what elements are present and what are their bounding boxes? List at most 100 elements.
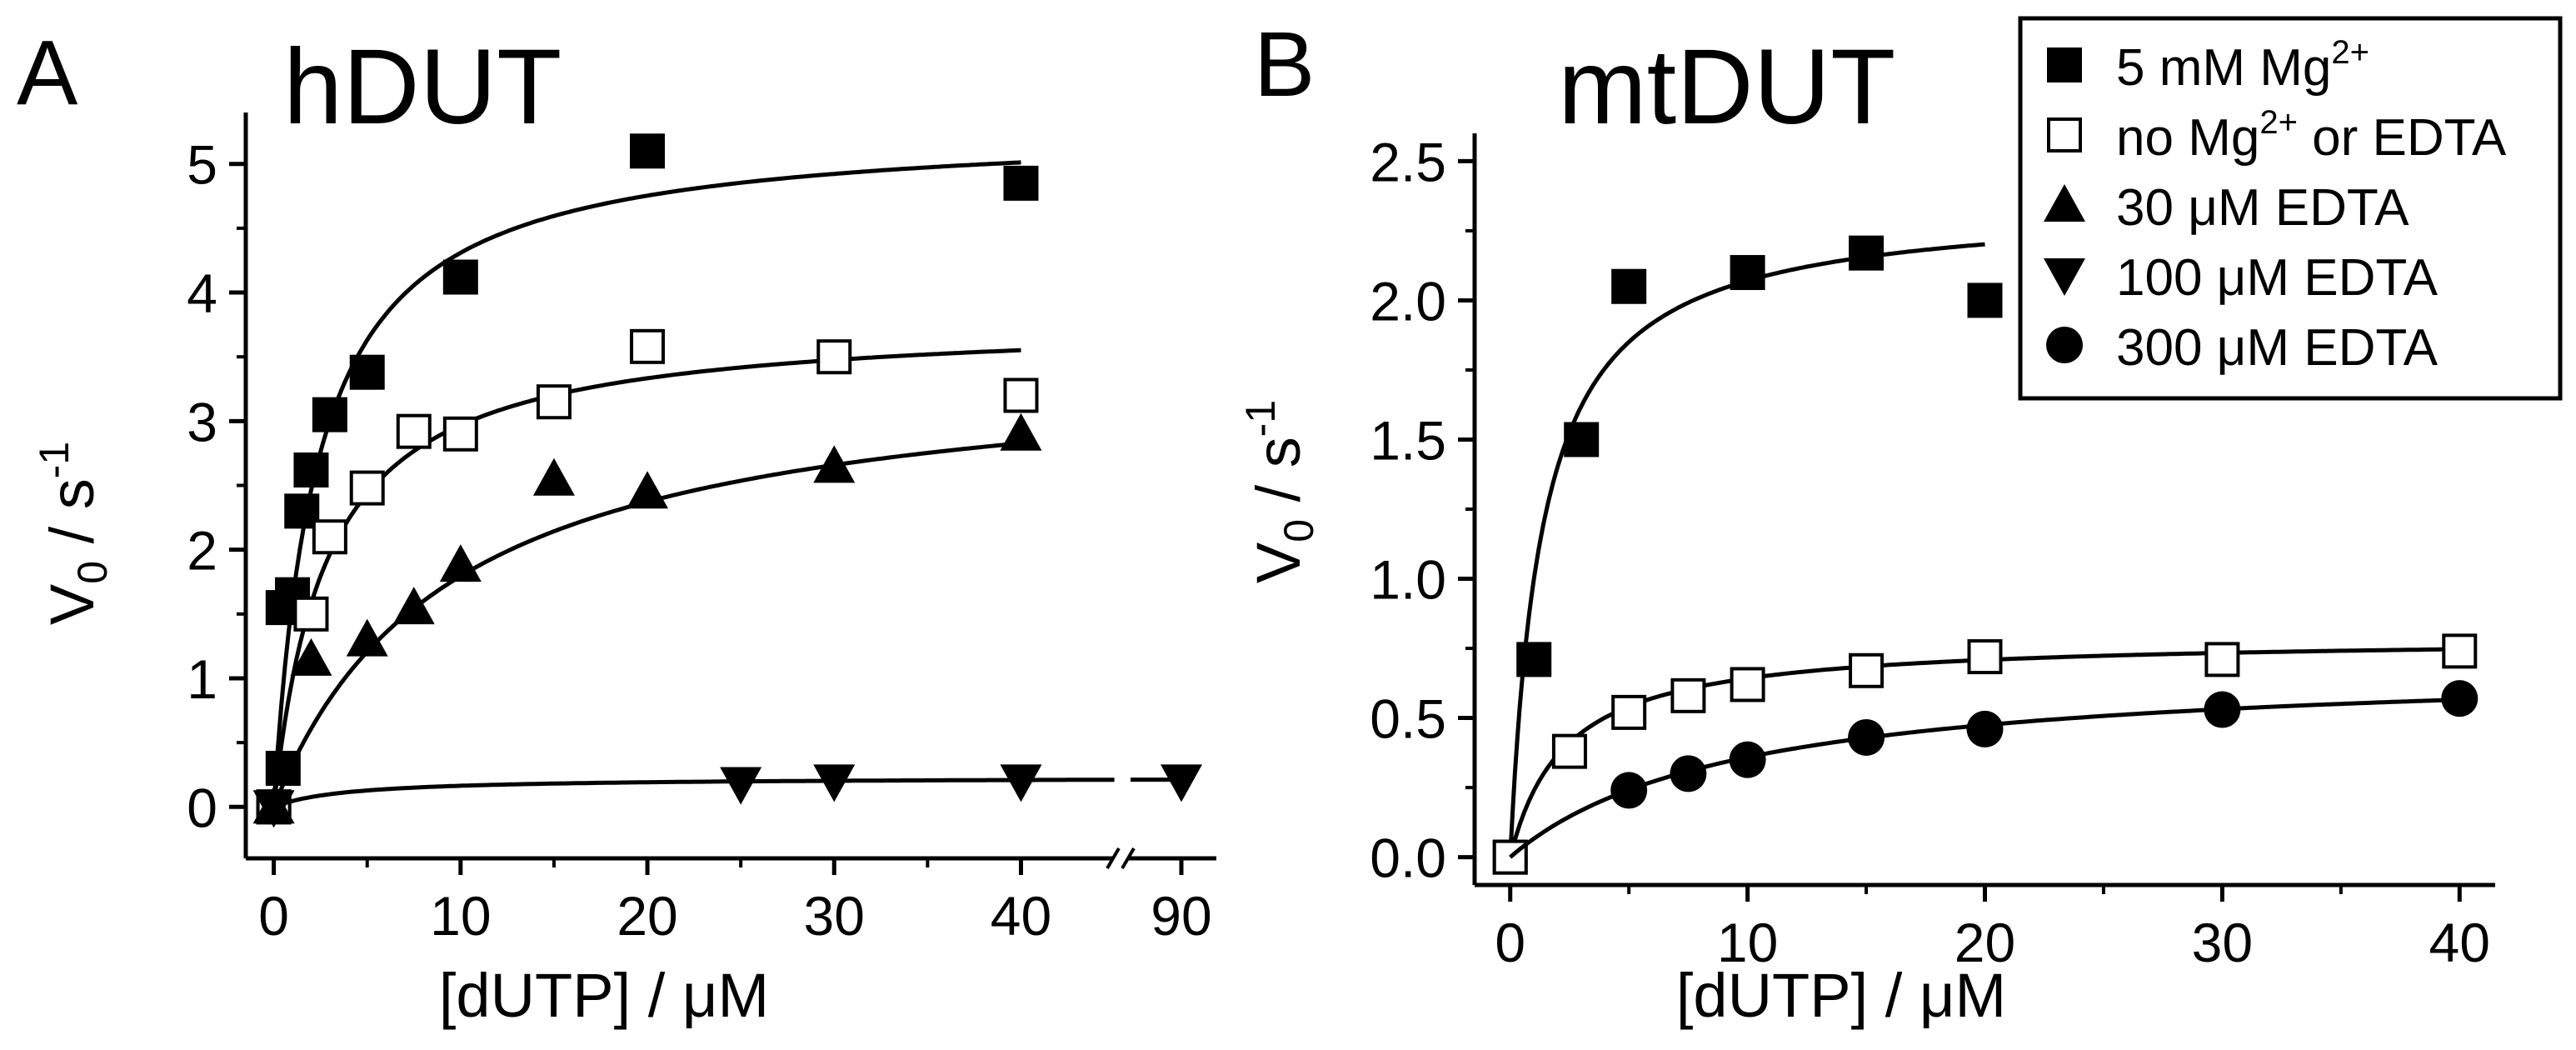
panel-a-ylabel: V0 / s-1 bbox=[31, 442, 116, 625]
x-tick-label: 30 bbox=[804, 885, 865, 947]
data-point bbox=[1849, 235, 1885, 271]
x-tick-label: 40 bbox=[2429, 912, 2490, 973]
legend-label-text: 100 μM EDTA bbox=[2116, 249, 2439, 307]
panel-a-title: hDUT bbox=[283, 28, 562, 147]
data-point bbox=[392, 587, 435, 625]
legend-marker bbox=[2046, 327, 2083, 363]
data-point bbox=[442, 259, 478, 295]
x-tick-label: 20 bbox=[617, 885, 677, 947]
data-point bbox=[1729, 741, 1766, 778]
data-point bbox=[630, 133, 666, 169]
panel-a-letter: A bbox=[17, 22, 78, 124]
y-tick-label: 4 bbox=[187, 262, 217, 324]
fit-curve bbox=[272, 160, 1021, 808]
panel-a-plot: 0 10 20 30 40 90 0 1 2 3 4 5 bbox=[187, 112, 1216, 947]
y-tick-label: 2.5 bbox=[1370, 131, 1446, 192]
panel-b-ylabel-sub: 0 bbox=[1276, 519, 1322, 542]
data-point bbox=[346, 618, 388, 657]
x-tick-label: 10 bbox=[430, 885, 491, 947]
legend-label-sup: 2+ bbox=[2331, 34, 2369, 71]
fit-curve bbox=[272, 348, 1021, 808]
panel-a-ylabel-main: V bbox=[37, 583, 107, 625]
data-point bbox=[1967, 639, 2003, 675]
legend-label: no Mg2+ or EDTA bbox=[2116, 104, 2507, 167]
data-point bbox=[2204, 642, 2240, 678]
axis-break-mark bbox=[1121, 847, 1136, 870]
panel-a: A hDUT [dUTP] / μM V0 / s-1 0 10 20 30 40 900… bbox=[17, 22, 1216, 1030]
x-tick-label: 40 bbox=[991, 885, 1051, 947]
y-tick-label: 1 bbox=[187, 648, 217, 710]
data-point bbox=[1670, 678, 1706, 713]
legend-items: 5 mM Mg2+ no Mg2+ or EDTA 30 μM EDTA 100 μM… bbox=[2044, 34, 2507, 377]
data-point bbox=[1611, 694, 1647, 730]
legend-label: 300 μM EDTA bbox=[2116, 319, 2439, 377]
panel-a-ylabel-sub: 0 bbox=[69, 561, 116, 584]
data-point bbox=[312, 397, 347, 432]
data-point bbox=[1003, 378, 1039, 413]
y-tick-label: 3 bbox=[187, 391, 217, 452]
svg-text:V0 / s-1: V0 / s-1 bbox=[1237, 400, 1322, 583]
x-tick-label: 0 bbox=[258, 885, 289, 947]
data-point bbox=[1000, 764, 1042, 802]
y-tick-label: 0.0 bbox=[1370, 828, 1446, 889]
legend-label-sup: 2+ bbox=[2259, 104, 2298, 141]
panel-b-letter: B bbox=[1254, 13, 1315, 116]
panel-b-ylabel: V0 / s-1 bbox=[1237, 400, 1322, 583]
data-point bbox=[349, 470, 385, 506]
legend-label-text: 300 μM EDTA bbox=[2116, 319, 2439, 377]
data-point bbox=[1161, 764, 1202, 802]
legend: 5 mM Mg2+ no Mg2+ or EDTA 30 μM EDTA 100 μM… bbox=[2018, 16, 2563, 401]
legend-label-text: 30 μM EDTA bbox=[2116, 179, 2409, 237]
data-point bbox=[1551, 733, 1587, 769]
panel-b-plot: 0 10 20 30 40 0.0 0.5 1.0 1.5 2.0 2.5 bbox=[1370, 131, 2495, 973]
legend-marker bbox=[2044, 184, 2085, 222]
legend-label: 5 mM Mg2+ bbox=[2116, 34, 2369, 97]
panel-a-ylabel-rest: / s bbox=[37, 478, 107, 561]
panel-b-xlabel: [dUTP] / μM bbox=[1676, 961, 2006, 1030]
panel-b: B mtDUT [dUTP] / μM V0 / s-1 0 10 20 30 400.… bbox=[1237, 13, 2495, 1030]
data-point bbox=[813, 445, 856, 483]
data-point bbox=[2441, 680, 2479, 718]
y-tick-label: 2.0 bbox=[1370, 270, 1446, 332]
data-point bbox=[1000, 412, 1042, 451]
data-point bbox=[1849, 652, 1885, 688]
fit-curve bbox=[272, 778, 1115, 809]
data-point bbox=[720, 767, 762, 805]
data-point bbox=[532, 458, 575, 496]
y-tick-label: 0.5 bbox=[1370, 688, 1446, 750]
data-point bbox=[1610, 772, 1648, 809]
data-point bbox=[536, 384, 572, 420]
y-tick-label: 0 bbox=[187, 777, 217, 838]
y-tick-label: 2 bbox=[187, 520, 217, 582]
data-point bbox=[627, 471, 669, 509]
panel-b-ylabel-sup: -1 bbox=[1237, 400, 1284, 437]
data-point bbox=[1670, 755, 1707, 792]
data-point bbox=[439, 544, 482, 582]
data-point bbox=[813, 764, 856, 802]
data-point bbox=[1564, 422, 1600, 458]
x-tick-label: 90 bbox=[1151, 885, 1211, 947]
data-point bbox=[630, 328, 666, 364]
panel-b-ylabel-rest: / s bbox=[1244, 437, 1313, 519]
legend-frame bbox=[2018, 16, 2563, 401]
data-point bbox=[349, 354, 385, 390]
data-point bbox=[252, 790, 295, 828]
x-tick-label: 0 bbox=[1495, 912, 1525, 973]
data-point bbox=[2204, 691, 2241, 728]
data-point bbox=[442, 416, 478, 452]
y-tick-label: 1.5 bbox=[1370, 409, 1446, 471]
legend-label: 30 μM EDTA bbox=[2116, 179, 2409, 237]
panel-a-ylabel-sup: -1 bbox=[31, 442, 77, 478]
x-tick-label: 20 bbox=[1954, 912, 2015, 973]
data-point bbox=[1611, 268, 1647, 304]
data-point bbox=[1730, 667, 1765, 702]
x-tick-label: 10 bbox=[1717, 912, 1778, 973]
legend-label-text: no Mg bbox=[2116, 109, 2259, 167]
svg-text:V0 / s-1: V0 / s-1 bbox=[31, 442, 116, 625]
data-point bbox=[1003, 165, 1039, 201]
panel-b-ylabel-main: V bbox=[1244, 542, 1313, 583]
legend-marker bbox=[2044, 258, 2085, 296]
legend-marker bbox=[2047, 48, 2082, 82]
panel-b-title: mtDUT bbox=[1558, 28, 1895, 147]
